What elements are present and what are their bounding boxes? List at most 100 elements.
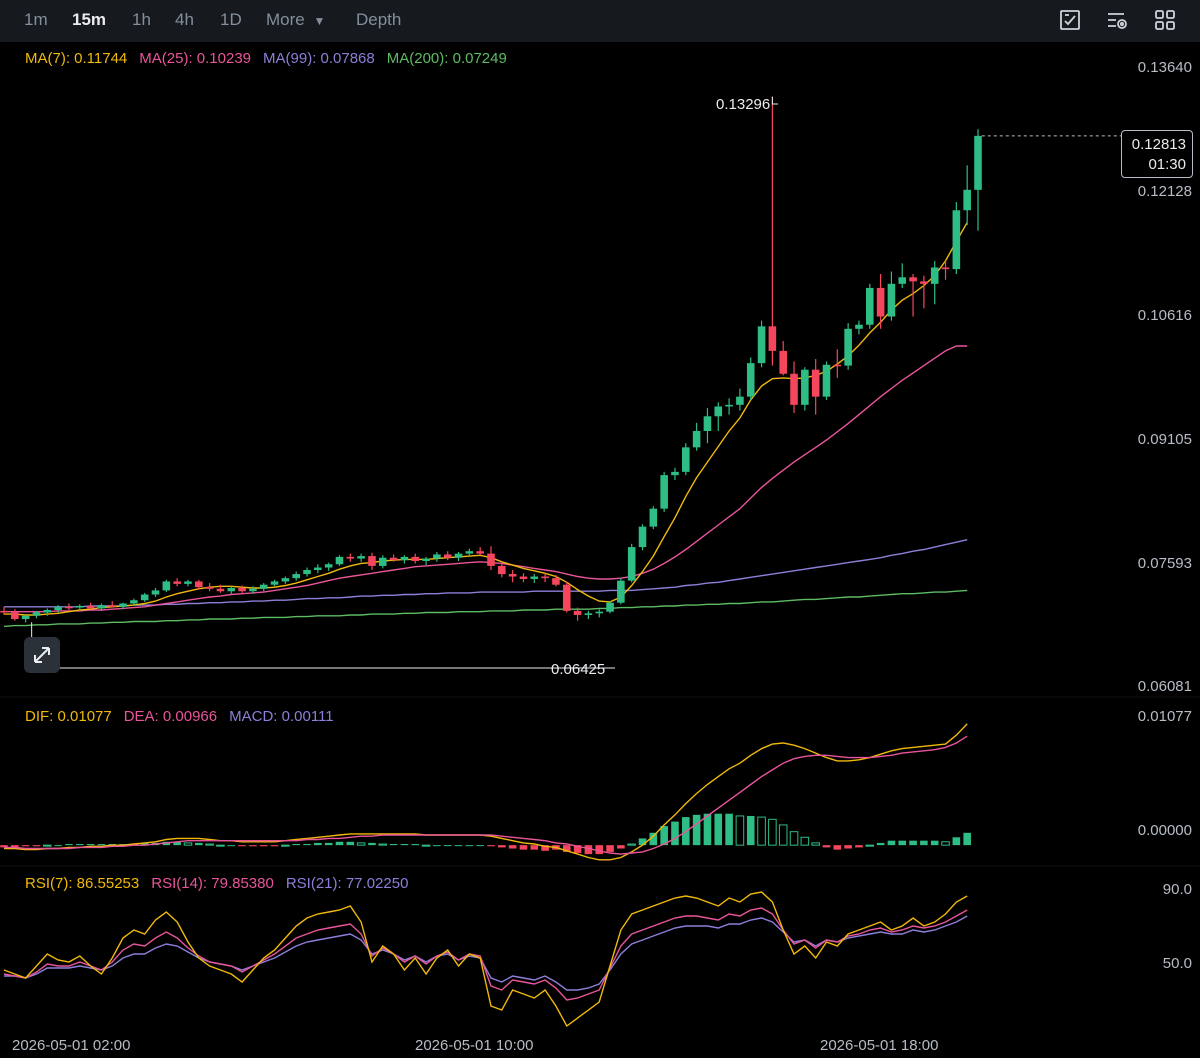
macd-histogram-bar (389, 844, 398, 846)
ma200-legend: MA(200): 0.07249 (386, 50, 507, 67)
macd-histogram-bar (65, 844, 73, 846)
macd-histogram-bar (865, 844, 875, 847)
macd-histogram-bar (249, 845, 257, 847)
macd-histogram-bar (876, 842, 885, 846)
depth-tab[interactable]: Depth (356, 10, 402, 29)
expand-arrows-icon (34, 647, 50, 663)
macd-histogram-bar (746, 815, 755, 846)
candle-body (779, 350, 787, 374)
candle-body (865, 287, 874, 325)
macd-histogram-bar (173, 841, 181, 846)
candle-body (909, 277, 917, 282)
candle-body (227, 587, 236, 592)
macd-histogram-bar (898, 840, 907, 846)
candle-body (173, 581, 181, 584)
macd-axis-label: 0.00000 (1137, 822, 1192, 839)
candle-body (757, 326, 766, 364)
macd-histogram-bar (833, 845, 842, 850)
rsi14-line (3, 907, 968, 1001)
candle-body (584, 613, 593, 615)
macd-histogram-bar (757, 816, 766, 846)
candle-body (508, 574, 517, 577)
macd-histogram-bar (281, 844, 290, 847)
candle-body (400, 556, 409, 561)
macd-histogram-bar (822, 845, 831, 848)
ma200-line (3, 589, 968, 628)
candle-body (433, 554, 441, 559)
timeframe-1m[interactable]: 1m (24, 10, 48, 29)
macd-histogram-bar (595, 845, 604, 855)
macd-histogram-bar (216, 844, 225, 847)
candle-body (930, 267, 939, 284)
candle-body (411, 556, 420, 561)
macd-histogram-bar (11, 845, 19, 848)
price-axis-label: 0.13640 (1137, 59, 1192, 76)
macd-histogram-bar (660, 826, 668, 846)
candle-body (855, 324, 863, 329)
candle-body (368, 556, 376, 566)
chart-settings-icon[interactable] (1058, 8, 1082, 32)
indicator-settings-icon[interactable] (1105, 8, 1129, 32)
timeframe-1h[interactable]: 1h (132, 10, 151, 29)
candle-body (281, 578, 290, 582)
timeframe-1d[interactable]: 1D (220, 10, 242, 29)
candle-body (11, 612, 19, 620)
candle-body (898, 277, 907, 284)
candle-body (0, 610, 8, 613)
macd-histogram-bar (887, 840, 896, 846)
candlesticks (0, 96, 982, 623)
timeframe-15m[interactable]: 15m (72, 10, 107, 29)
macd-histogram-bar (617, 845, 625, 849)
macd-histogram-bar (671, 821, 679, 846)
macd-histogram-bar (443, 845, 452, 847)
expand-chart-button[interactable] (24, 637, 60, 673)
candle-body (487, 553, 495, 566)
macd-axis-label: 0.01077 (1137, 708, 1192, 725)
candle-body (238, 587, 246, 592)
candle-body (746, 363, 755, 397)
candle-body (541, 576, 549, 579)
macd-histogram-bar (270, 845, 279, 847)
candle-body (703, 416, 712, 432)
macd-histogram-bar (86, 844, 95, 846)
macd-histogram-bar (476, 845, 484, 847)
candle-body (790, 373, 798, 405)
macd-histogram-bar (638, 838, 647, 846)
macd-histogram-bar (573, 845, 582, 854)
layout-grid-icon[interactable] (1153, 8, 1177, 32)
macd-histogram-bar (421, 844, 431, 847)
candle-body (552, 578, 560, 585)
ma-legend: MA(7): 0.11744 MA(25): 0.10239 MA(99): 0.0… (25, 50, 519, 67)
candle-body (162, 581, 171, 591)
chart-canvas[interactable] (0, 42, 1200, 1052)
high-leader-line (771, 96, 778, 105)
candle-body (357, 556, 365, 559)
candle-body (389, 557, 398, 561)
macd-histogram-bar (238, 845, 246, 847)
candle-body (378, 557, 387, 566)
macd-legend: DIF: 0.01077 DEA: 0.00966 MACD: 0.00111 (25, 708, 346, 725)
rsi21-legend: RSI(21): 77.02250 (285, 875, 409, 892)
macd-histogram-bar (768, 818, 777, 846)
candle-body (606, 602, 614, 612)
rsi-panel (3, 891, 968, 1028)
current-price-tag: 0.12813 01:30 (1121, 130, 1193, 178)
timeframe-4h[interactable]: 4h (175, 10, 194, 29)
macd-histogram-bar (411, 844, 420, 846)
candle-body (573, 610, 582, 615)
macd-histogram-bar (519, 845, 528, 850)
price-axis-label: 0.10616 (1137, 307, 1192, 324)
candle-body (346, 556, 355, 559)
ma7-line (4, 222, 968, 616)
rsi7-legend: RSI(7): 86.55253 (25, 875, 140, 892)
candle-body (692, 431, 701, 448)
more-dropdown[interactable]: More ▼ (266, 10, 325, 30)
macd-histogram-bar (259, 845, 268, 847)
candle-body (86, 605, 95, 609)
candle-body (65, 606, 73, 609)
candle-body (119, 603, 127, 607)
macd-histogram-bar (335, 841, 344, 846)
ma25-legend: MA(25): 0.10239 (139, 50, 252, 67)
gridlines (0, 696, 1200, 867)
candle-body (736, 396, 744, 405)
